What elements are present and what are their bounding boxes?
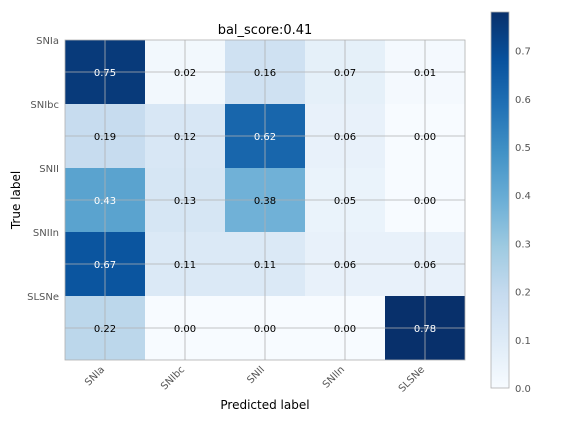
x-tick-label: SNII <box>245 364 267 386</box>
colorbar-tick-labels: 0.0 0.1 0.2 0.3 0.4 0.5 0.6 0.7 <box>515 47 531 395</box>
colorbar <box>490 11 510 389</box>
cell-value-label: 0.00 <box>414 132 436 143</box>
y-tick-label: SNIa <box>36 36 59 47</box>
cell-value-label: 0.43 <box>94 196 116 207</box>
cell-value-label: 0.00 <box>414 196 436 207</box>
cell-value-label: 0.00 <box>174 324 196 335</box>
cell-value-label: 0.11 <box>254 260 276 271</box>
cell-value-label: 0.62 <box>254 132 276 143</box>
cell-value-label: 0.06 <box>414 260 436 271</box>
cell-value-label: 0.12 <box>174 132 196 143</box>
cell-value-label: 0.78 <box>414 324 436 335</box>
colorbar-tick-label: 0.2 <box>515 288 531 299</box>
y-tick-labels: SNIa SNIbc SNII SNIIn SLSNe <box>27 36 59 303</box>
y-tick-label: SNII <box>39 164 59 175</box>
cell-value-label: 0.06 <box>334 132 356 143</box>
cell-value-label: 0.75 <box>94 68 116 79</box>
colorbar-tick-label: 0.3 <box>515 239 531 250</box>
cell-value-label: 0.02 <box>174 68 196 79</box>
cell-value-label: 0.19 <box>94 132 116 143</box>
colorbar-tick-label: 0.0 <box>515 384 531 395</box>
x-tick-label: SNIbc <box>159 364 187 392</box>
cell-value-label: 0.38 <box>254 196 276 207</box>
x-tick-label: SNIa <box>83 364 107 388</box>
colorbar-tick-label: 0.6 <box>515 95 531 106</box>
cell-value-labels: 0.75 0.02 0.16 0.07 0.01 0.19 0.12 0.62 0.06 0.00… <box>94 68 436 335</box>
cell-value-label: 0.00 <box>334 324 356 335</box>
y-axis-label: True label <box>9 171 23 230</box>
cell-value-label: 0.67 <box>94 260 116 271</box>
cell-value-label: 0.07 <box>334 68 356 79</box>
cell-value-label: 0.00 <box>254 324 276 335</box>
cell-value-label: 0.16 <box>254 68 276 79</box>
x-tick-label: SNIIn <box>321 364 347 390</box>
x-tick-label: SLSNe <box>397 364 427 394</box>
heatmap-grid <box>65 40 465 360</box>
cell-value-label: 0.11 <box>174 260 196 271</box>
cell-value-label: 0.06 <box>334 260 356 271</box>
cell-value-label: 0.01 <box>414 68 436 79</box>
y-tick-label: SNIbc <box>30 100 59 111</box>
x-axis-label: Predicted label <box>220 398 309 412</box>
cell-value-label: 0.13 <box>174 196 196 207</box>
y-tick-label: SNIIn <box>33 228 59 239</box>
colorbar-tick-label: 0.1 <box>515 336 531 347</box>
plot-frame <box>64 39 466 361</box>
y-tick-label: SLSNe <box>27 292 59 303</box>
colorbar-tick-label: 0.7 <box>515 47 531 58</box>
cell-value-label: 0.22 <box>94 324 116 335</box>
chart-title: bal_score:0.41 <box>218 23 313 38</box>
colorbar-tick-label: 0.4 <box>515 191 531 202</box>
x-tick-labels: SNIa SNIbc SNII SNIIn SLSNe <box>83 364 427 394</box>
colorbar-tick-label: 0.5 <box>515 143 531 154</box>
cell-value-label: 0.05 <box>334 196 356 207</box>
